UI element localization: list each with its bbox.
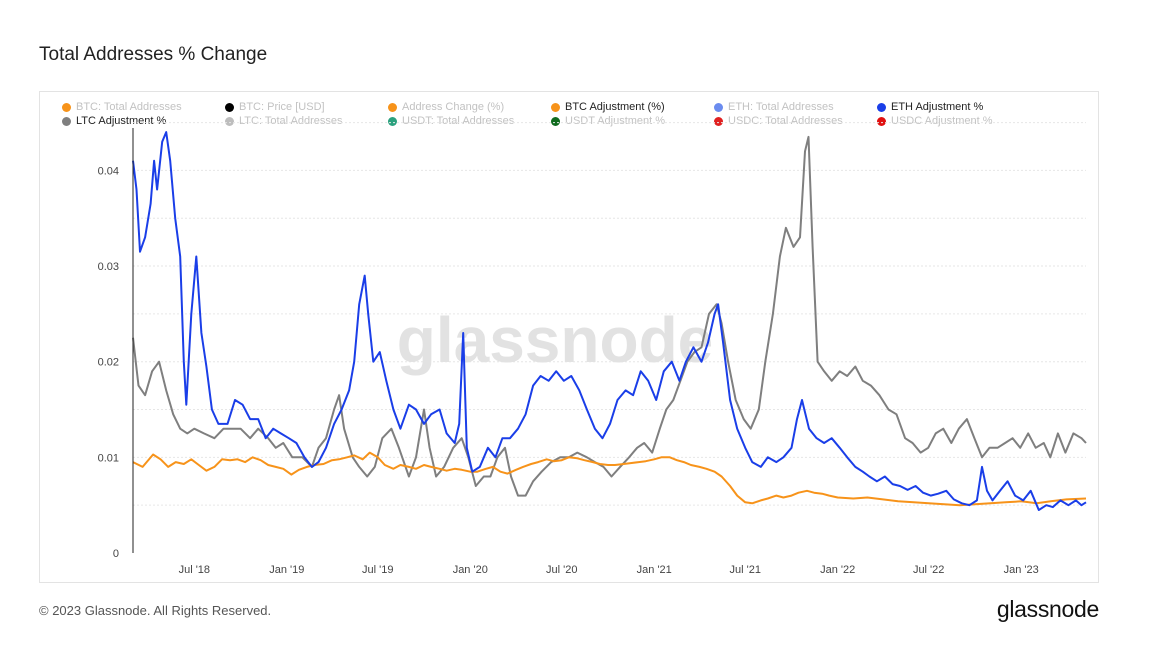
series-line-btc-adjustment <box>132 451 1087 507</box>
brand-logo: glassnode <box>996 596 1099 622</box>
legend-label: USDC: Total Addresses <box>728 115 843 127</box>
legend-label: USDT: Total Addresses <box>402 115 515 127</box>
legend-item[interactable]: USDT: Total Addresses <box>388 115 514 127</box>
y-tick-label: 0.04 <box>98 165 119 177</box>
legend-label: BTC: Price [USD] <box>239 101 325 113</box>
legend-item[interactable]: ETH Adjustment % <box>877 101 983 113</box>
legend-item[interactable]: LTC: Total Addresses <box>225 115 343 127</box>
legend-item[interactable]: BTC: Price [USD] <box>225 101 325 113</box>
watermark: glassnode <box>397 304 714 376</box>
series-line-ltc-adjustment <box>132 135 1087 497</box>
legend-dot-icon <box>714 116 723 126</box>
legend-dot-icon <box>551 102 560 112</box>
legend-dot-icon <box>225 116 234 126</box>
legend-label: LTC: Total Addresses <box>239 115 343 127</box>
legend-label: USDC Adjustment % <box>891 115 993 127</box>
legend-dot-icon <box>551 116 560 126</box>
x-tick-label: Jul '20 <box>546 564 577 576</box>
legend-dot-icon <box>225 102 234 112</box>
x-axis-ticks: Jul '18 Jan '19 Jul '19 Jan '20 Jul '20 Jan '… <box>179 564 1039 576</box>
legend-dot-icon <box>877 116 886 126</box>
series-line-eth-adjustment <box>132 131 1087 511</box>
x-tick-label: Jan '20 <box>453 564 488 576</box>
legend-item[interactable]: USDC: Total Addresses <box>714 115 843 127</box>
y-tick-label: 0.03 <box>98 261 119 273</box>
legend-dot-icon <box>388 116 397 126</box>
x-tick-label: Jul '18 <box>179 564 210 576</box>
legend-dot-icon <box>62 102 71 112</box>
legend-dot-icon <box>877 102 886 112</box>
legend-item[interactable]: ETH: Total Addresses <box>714 101 834 113</box>
x-tick-label: Jan '21 <box>637 564 672 576</box>
y-tick-label: 0.02 <box>98 357 119 369</box>
x-tick-label: Jul '19 <box>362 564 393 576</box>
y-axis-ticks: 0 0.01 0.02 0.03 0.04 <box>98 165 119 560</box>
chart-title: Total Addresses % Change <box>39 44 268 65</box>
legend-item[interactable]: BTC Adjustment (%) <box>551 101 665 113</box>
x-tick-label: Jul '22 <box>913 564 944 576</box>
legend-item[interactable]: LTC Adjustment % <box>62 115 166 127</box>
legend-label: ETH: Total Addresses <box>728 101 834 113</box>
y-tick-label: 0 <box>113 548 119 560</box>
legend-label: BTC Adjustment (%) <box>565 101 665 113</box>
legend-label: LTC Adjustment % <box>76 115 167 127</box>
legend-dot-icon <box>388 102 397 112</box>
x-tick-label: Jan '22 <box>820 564 855 576</box>
legend-item[interactable]: Address Change (%) <box>388 101 504 113</box>
chart-panel <box>39 91 1099 583</box>
legend-label: BTC: Total Addresses <box>76 101 182 113</box>
legend-item[interactable]: USDC Adjustment % <box>877 115 992 127</box>
legend-item[interactable]: BTC: Total Addresses <box>62 101 182 113</box>
legend-label: USDT Adjustment % <box>565 115 666 127</box>
x-tick-label: Jul '21 <box>729 564 760 576</box>
legend-dot-icon <box>714 102 723 112</box>
legend-label: Address Change (%) <box>402 101 505 113</box>
legend-label: ETH Adjustment % <box>891 101 984 113</box>
y-tick-label: 0.01 <box>98 452 119 464</box>
x-tick-label: Jan '23 <box>1004 564 1039 576</box>
copyright-text: © 2023 Glassnode. All Rights Reserved. <box>39 603 272 618</box>
x-tick-label: Jan '19 <box>269 564 304 576</box>
legend-dot-icon <box>62 116 71 126</box>
series-lines <box>132 131 1087 511</box>
grid-lines <box>133 122 1086 506</box>
legend-item[interactable]: USDT Adjustment % <box>551 115 665 127</box>
